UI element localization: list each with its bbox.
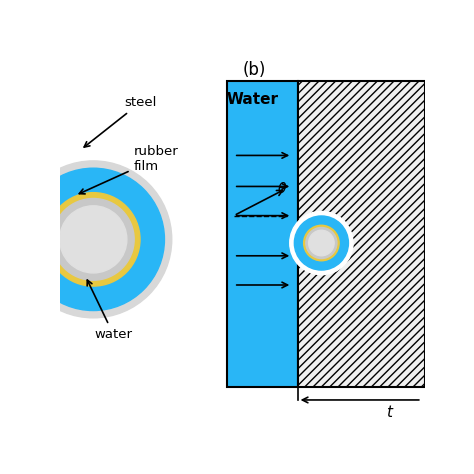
- Circle shape: [15, 161, 172, 318]
- Text: t: t: [386, 405, 392, 420]
- Text: rubber
film: rubber film: [79, 145, 178, 194]
- Text: (b): (b): [242, 61, 265, 79]
- Circle shape: [309, 230, 334, 256]
- Circle shape: [290, 211, 353, 274]
- Circle shape: [22, 168, 164, 310]
- Circle shape: [306, 228, 337, 258]
- Circle shape: [46, 192, 140, 286]
- Text: Water: Water: [226, 91, 278, 107]
- Circle shape: [60, 206, 127, 273]
- Bar: [298, 81, 426, 387]
- Circle shape: [53, 199, 134, 280]
- Text: θ: θ: [278, 182, 286, 196]
- Bar: [227, 81, 298, 387]
- Circle shape: [304, 225, 339, 261]
- Text: water: water: [87, 280, 132, 341]
- Text: steel: steel: [84, 96, 157, 147]
- Circle shape: [294, 216, 348, 270]
